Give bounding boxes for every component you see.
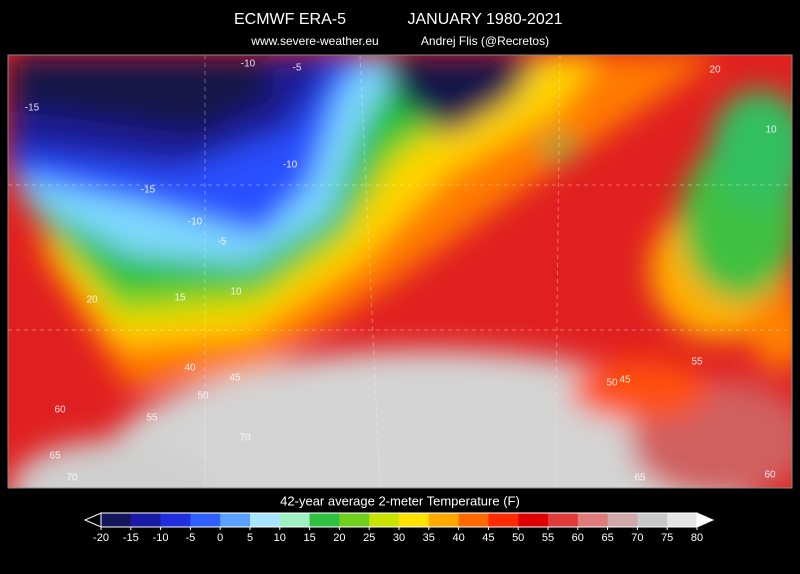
colorbar-segment: [130, 513, 162, 527]
contour-label: 45: [619, 375, 631, 386]
map-frame: [7, 54, 793, 489]
colorbar-tick-label: 0: [217, 532, 223, 544]
contour-label: -5: [293, 63, 302, 74]
colorbar-segment: [339, 513, 370, 527]
contour-label: 10: [765, 125, 777, 136]
colorbar-tick-label: 45: [482, 532, 494, 544]
colorbar-segment: [160, 513, 191, 527]
colorbar-tick-label: 35: [423, 532, 435, 544]
contour-label: 45: [229, 373, 241, 384]
colorbar-tick-label: 40: [452, 532, 464, 544]
contour-label: 65: [49, 451, 61, 462]
colorbar-tick-label: 20: [333, 532, 345, 544]
contour-label: -10: [188, 217, 203, 228]
colorbar-tick-label: 80: [691, 532, 703, 544]
colorbar-tick-label: 50: [512, 532, 524, 544]
colorbar-segment: [279, 513, 311, 527]
colorbar-segment: [190, 513, 221, 527]
author: Andrej Flis (@Recretos): [421, 34, 549, 48]
colorbar-tick-label: 55: [542, 532, 554, 544]
colorbar-tick-label: 25: [363, 532, 375, 544]
contour-label: -5: [218, 237, 227, 248]
contour-label: 40: [184, 363, 196, 374]
title: ECMWF ERA-5: [234, 11, 346, 28]
colorbar-title: 42-year average 2-meter Temperature (F): [280, 493, 520, 508]
colorbar-tick-label: 10: [274, 532, 286, 544]
contour-label: 70: [66, 473, 78, 484]
contour-label: 20: [86, 295, 98, 306]
colorbar-segment: [399, 513, 430, 527]
colorbar-segment: [518, 513, 549, 527]
colorbar-tick-label: -10: [153, 532, 169, 544]
colorbar-segment: [428, 513, 460, 527]
colorbar-tick-label: 5: [247, 532, 253, 544]
colorbar-segment: [369, 513, 400, 527]
contour-label: 55: [146, 413, 158, 424]
colorbar-tick-label: -5: [186, 532, 196, 544]
colorbar-tick-label: 75: [661, 532, 673, 544]
colorbar-segment: [607, 513, 638, 527]
colorbar-tick-label: -20: [93, 532, 109, 544]
contour-label: -15: [141, 185, 156, 196]
colorbar-segment: [548, 513, 579, 527]
colorbar-segment: [577, 513, 609, 527]
colorbar-tick-label: 30: [393, 532, 405, 544]
contour-label: 60: [54, 405, 66, 416]
contour-label: -10: [283, 160, 298, 171]
colorbar-tick-label: 15: [303, 532, 315, 544]
colorbar-segment: [667, 513, 698, 527]
colorbar-tick-label: 70: [631, 532, 643, 544]
colorbar-segment: [250, 513, 281, 527]
colorbar-segment: [458, 513, 489, 527]
website: www.severe-weather.eu: [250, 34, 378, 48]
contour-label: 20: [709, 65, 721, 76]
contour-label: 60: [764, 470, 776, 481]
colorbar-tick-label: 65: [601, 532, 613, 544]
period: JANUARY 1980-2021: [407, 11, 562, 28]
colorbar-segment: [101, 513, 132, 527]
colorbar: -20 -15 -10 -5 0 5 10 15 20 25 30 35 40 45 50 55 60 65 70 7…: [83, 512, 715, 544]
map: -15-15-10-10-5-5-10101520404550556065707…: [8, 55, 792, 488]
colorbar-segment: [488, 513, 519, 527]
colorbar-segment: [220, 513, 251, 527]
contour-label: 10: [230, 287, 242, 298]
contour-label: 15: [174, 293, 186, 304]
colorbar-tick-label: 60: [572, 532, 584, 544]
contour-label: 65: [634, 473, 646, 484]
contour-label: 55: [691, 357, 703, 368]
contour-label: -10: [241, 59, 256, 70]
colorbar-segment: [637, 513, 668, 527]
colorbar-segment: [309, 513, 340, 527]
colorbar-tick-label: -15: [123, 532, 139, 544]
contour-label: 50: [606, 378, 618, 389]
contour-label: 50: [197, 391, 209, 402]
contour-label: 70: [239, 433, 251, 444]
contour-label: -15: [25, 103, 40, 114]
